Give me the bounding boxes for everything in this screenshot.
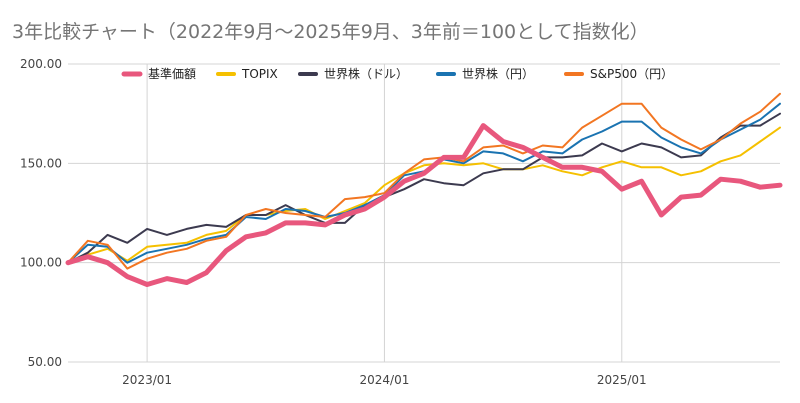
y-tick-label: 150.00 (20, 156, 62, 170)
series-line-1 (67, 126, 781, 264)
y-axis: 50.00 100.00 150.00 200.00 (20, 57, 62, 369)
x-tick-label: 2025/01 (597, 373, 647, 387)
legend-label: 基準価額 (148, 66, 196, 81)
legend-item-1: TOPIX (216, 67, 278, 81)
legend-item-2: 世界株（ドル） (298, 66, 408, 81)
x-axis: 2023/01 2024/01 2025/01 (122, 373, 647, 387)
x-tick-label: 2024/01 (360, 373, 410, 387)
grid (68, 63, 780, 363)
y-tick-label: 200.00 (20, 57, 62, 71)
series-line-4 (67, 92, 781, 270)
series-line-0 (65, 123, 783, 287)
legend-label: 世界株（円） (462, 66, 534, 81)
legend-label: 世界株（ドル） (324, 66, 408, 81)
chart-title: 3年比較チャート（2022年9月～2025年9月、3年前＝100として指数化） (12, 21, 649, 43)
legend-item-4: S&P500（円） (564, 67, 673, 81)
legend-label: TOPIX (241, 67, 278, 81)
legend-label: S&P500（円） (590, 67, 673, 81)
legend-item-0: 基準価額 (121, 66, 196, 81)
legend: 基準価額 TOPIX 世界株（ドル） 世界株（円） S&P500（円） (121, 66, 673, 81)
plot-area (65, 92, 783, 287)
series-line-3 (67, 102, 781, 264)
series-line-2 (67, 112, 781, 264)
y-tick-label: 100.00 (20, 256, 62, 270)
x-tick-label: 2023/01 (122, 373, 172, 387)
y-tick-label: 50.00 (28, 355, 62, 369)
legend-item-3: 世界株（円） (436, 66, 534, 81)
